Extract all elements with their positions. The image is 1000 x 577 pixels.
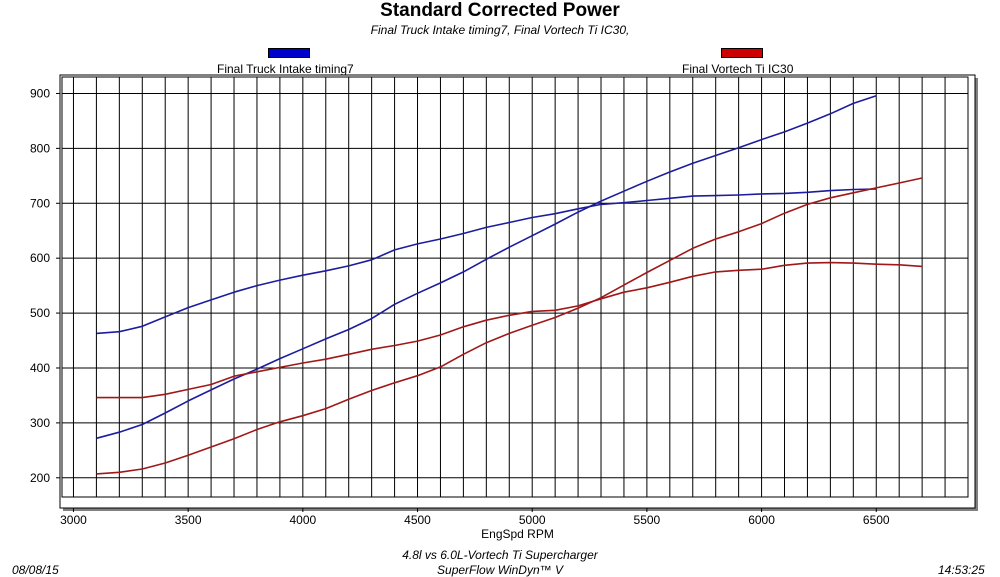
x-axis-label: EngSpd RPM [481,527,554,541]
legend-label-series-1: Final Truck Intake timing7 [217,62,354,76]
footer-date: 08/08/15 [12,563,59,577]
y-tick-label: 500 [30,306,50,320]
chart-title: Standard Corrected Power [380,0,620,21]
x-tick-label: 6000 [748,513,775,527]
footer-test-description: 4.8l vs 6.0L-Vortech Ti Supercharger [402,548,598,562]
plot-area [61,76,969,498]
x-tick-label: 3000 [60,513,87,527]
x-tick-label: 4000 [289,513,316,527]
x-tick-label: 6500 [863,513,890,527]
x-tick-label: 5000 [519,513,546,527]
y-tick-label: 200 [30,471,50,485]
x-tick-label: 3500 [175,513,202,527]
y-tick-label: 300 [30,416,50,430]
y-tick-label: 400 [30,361,50,375]
series-line-3 [96,177,923,475]
legend-label-series-2: Final Vortech Ti IC30 [682,62,794,76]
footer-time: 14:53:25 [938,563,985,577]
y-tick-label: 600 [30,251,50,265]
y-tick-label: 800 [30,141,50,155]
y-tick-label: 900 [30,86,50,100]
series-line-2 [96,188,877,335]
y-tick-label: 700 [30,196,50,210]
x-tick-label: 4500 [404,513,431,527]
chart-subtitle: Final Truck Intake timing7, Final Vortec… [370,23,630,37]
series-line-1 [96,94,877,440]
footer-software-name: SuperFlow WinDyn™ V [437,563,563,577]
series-line-4 [96,261,923,399]
x-tick-label: 5500 [634,513,661,527]
legend-swatch-series-2 [721,48,763,58]
legend-swatch-series-1 [268,48,310,58]
